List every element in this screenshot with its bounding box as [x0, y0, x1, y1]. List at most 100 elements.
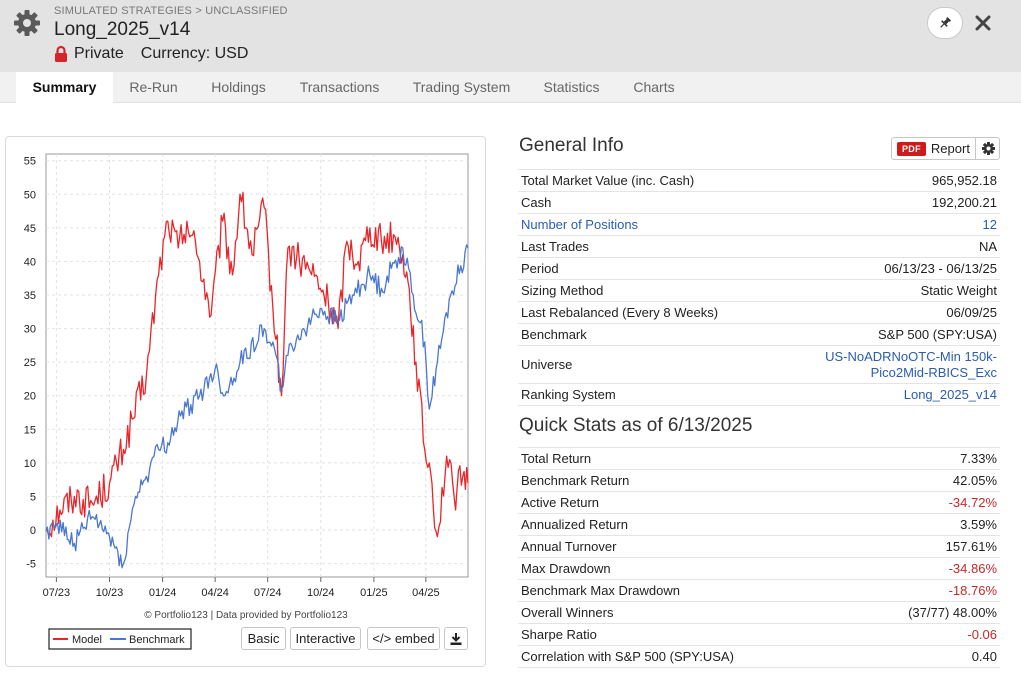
embed-button[interactable]: </> embed	[367, 627, 440, 650]
row-value: 192,200.21	[765, 191, 1000, 214]
row-value: (37/77) 48.00%	[854, 601, 1000, 624]
legend-label-benchmark: Benchmark	[129, 634, 185, 646]
table-row: Correlation with S&P 500 (SPY:USA) 0.40	[518, 645, 1000, 668]
row-label: Last Rebalanced (Every 8 Weeks)	[518, 301, 765, 324]
general-info-table: Total Market Value (inc. Cash) 965,952.18…	[518, 169, 1000, 406]
x-tick-label: 04/25	[412, 587, 440, 599]
download-button[interactable]	[444, 627, 468, 650]
interactive-chart-button[interactable]: Interactive	[290, 627, 361, 650]
series-line-benchmark[interactable]	[45, 244, 469, 569]
row-label: Correlation with S&P 500 (SPY:USA)	[518, 645, 855, 668]
y-tick-label: 55	[24, 156, 36, 168]
lock-icon	[55, 45, 67, 62]
breadcrumb[interactable]: SIMULATED STRATEGIES > UNCLASSIFIED	[54, 5, 288, 17]
table-row: Sizing Method Static Weight	[518, 279, 1000, 302]
x-tick-label: 01/24	[149, 587, 177, 599]
row-label: Total Market Value (inc. Cash)	[518, 169, 765, 192]
x-tick-label: 07/23	[43, 587, 71, 599]
row-value: -34.72%	[854, 491, 1000, 514]
row-value: 06/09/25	[765, 301, 1000, 324]
row-label: Period	[518, 257, 765, 280]
universe-link[interactable]: US-NoADRNoOTC-Min 150k-Pico2Mid-RBICS_Ex…	[765, 345, 1000, 384]
row-value: 965,952.18	[765, 169, 1000, 192]
table-row: Last Trades NA	[518, 235, 1000, 258]
pin-icon	[940, 17, 951, 28]
tab-trading-system[interactable]: Trading System	[412, 79, 511, 95]
row-label: Benchmark Return	[518, 469, 855, 492]
tab-re-run[interactable]: Re-Run	[129, 79, 178, 95]
table-row: Annualized Return 3.59%	[518, 513, 1000, 536]
tab-summary[interactable]: Summary	[16, 72, 113, 103]
row-value: 42.05%	[854, 469, 1000, 492]
y-tick-label: 15	[24, 424, 36, 436]
header: SIMULATED STRATEGIES > UNCLASSIFIED Long…	[0, 0, 1021, 72]
general-info-title: General Info	[519, 135, 624, 156]
row-label: Sizing Method	[518, 279, 765, 302]
tab-statistics[interactable]: Statistics	[543, 79, 600, 95]
row-label: Benchmark Max Drawdown	[518, 579, 855, 602]
performance-chart-panel: -5 0 5 10 15 20 25 30 35 40 45 50 55 07/23 10/23 01/24 0…	[5, 136, 486, 667]
privacy-label: Private	[74, 45, 124, 62]
quick-stats-table: Total Return 7.33% Benchmark Return 42.05%…	[518, 447, 1000, 668]
row-value: 3.59%	[854, 513, 1000, 536]
basic-chart-button[interactable]: Basic	[241, 627, 286, 650]
x-tick-label: 07/24	[254, 587, 282, 599]
y-tick-label: 20	[24, 391, 36, 403]
y-tick-label: -5	[26, 559, 36, 571]
tab-transactions[interactable]: Transactions	[299, 79, 380, 95]
gear-icon[interactable]	[12, 8, 42, 38]
tab-charts[interactable]: Charts	[633, 79, 675, 95]
row-label: Total Return	[518, 447, 855, 470]
y-tick-label: 30	[24, 324, 36, 336]
table-row: Ranking System Long_2025_v14	[518, 383, 1000, 406]
table-row: Total Market Value (inc. Cash) 965,952.18	[518, 169, 1000, 192]
number-of-positions-link[interactable]: Number of Positions	[518, 213, 765, 236]
table-row: Active Return -34.72%	[518, 491, 1000, 514]
report-button[interactable]: PDF Report	[891, 137, 1000, 160]
table-row: Overall Winners (37/77) 48.00%	[518, 601, 1000, 624]
table-row: Cash 192,200.21	[518, 191, 1000, 214]
pdf-badge: PDF	[897, 141, 926, 156]
y-tick-label: 10	[24, 458, 36, 470]
row-label: Sharpe Ratio	[518, 623, 855, 646]
table-row: Sharpe Ratio -0.06	[518, 623, 1000, 646]
x-tick-label: 04/24	[201, 587, 229, 599]
row-value: -34.86%	[854, 557, 1000, 580]
close-icon	[975, 15, 991, 31]
tab-bar: Summary Re-Run Holdings Transactions Tra…	[0, 72, 1021, 103]
report-settings-icon[interactable]	[981, 141, 996, 156]
table-row: Benchmark Return 42.05%	[518, 469, 1000, 492]
chart-legend[interactable]: Model Benchmark	[48, 628, 192, 650]
ranking-system-link[interactable]: Long_2025_v14	[765, 383, 1000, 406]
pin-button[interactable]	[927, 7, 963, 39]
y-tick-label: 25	[24, 357, 36, 369]
y-tick-label: 5	[30, 491, 36, 503]
row-value: -0.06	[854, 623, 1000, 646]
report-label: Report	[930, 141, 970, 156]
table-row: Universe US-NoADRNoOTC-Min 150k-Pico2Mid-…	[518, 345, 1000, 384]
table-row: Annual Turnover 157.61%	[518, 535, 1000, 558]
row-label: Universe	[518, 345, 765, 384]
plot-area	[45, 153, 469, 578]
table-row: Number of Positions 12	[518, 213, 1000, 236]
table-row: Benchmark S&P 500 (SPY:USA)	[518, 323, 1000, 346]
tab-holdings[interactable]: Holdings	[211, 79, 266, 95]
strategy-meta: Private Currency: USD	[54, 43, 248, 65]
x-tick-label: 01/25	[360, 587, 388, 599]
close-button[interactable]	[970, 10, 996, 36]
series-line-model[interactable]	[45, 191, 469, 538]
performance-chart[interactable]: -5 0 5 10 15 20 25 30 35 40 45 50 55 07/23 10/23 01/24 0…	[6, 137, 487, 668]
x-tick-label: 10/23	[96, 587, 124, 599]
positions-count-link[interactable]: 12	[765, 213, 1000, 236]
row-value: -18.76%	[854, 579, 1000, 602]
row-value: S&P 500 (SPY:USA)	[765, 323, 1000, 346]
y-tick-label: 35	[24, 290, 36, 302]
row-label: Last Trades	[518, 235, 765, 258]
currency-label: Currency: USD	[140, 45, 249, 62]
legend-label-model: Model	[72, 634, 102, 646]
y-tick-label: 45	[24, 223, 36, 235]
row-value: 0.40	[854, 645, 1000, 668]
table-row: Max Drawdown -34.86%	[518, 557, 1000, 580]
download-icon	[450, 633, 462, 645]
row-label: Overall Winners	[518, 601, 855, 624]
